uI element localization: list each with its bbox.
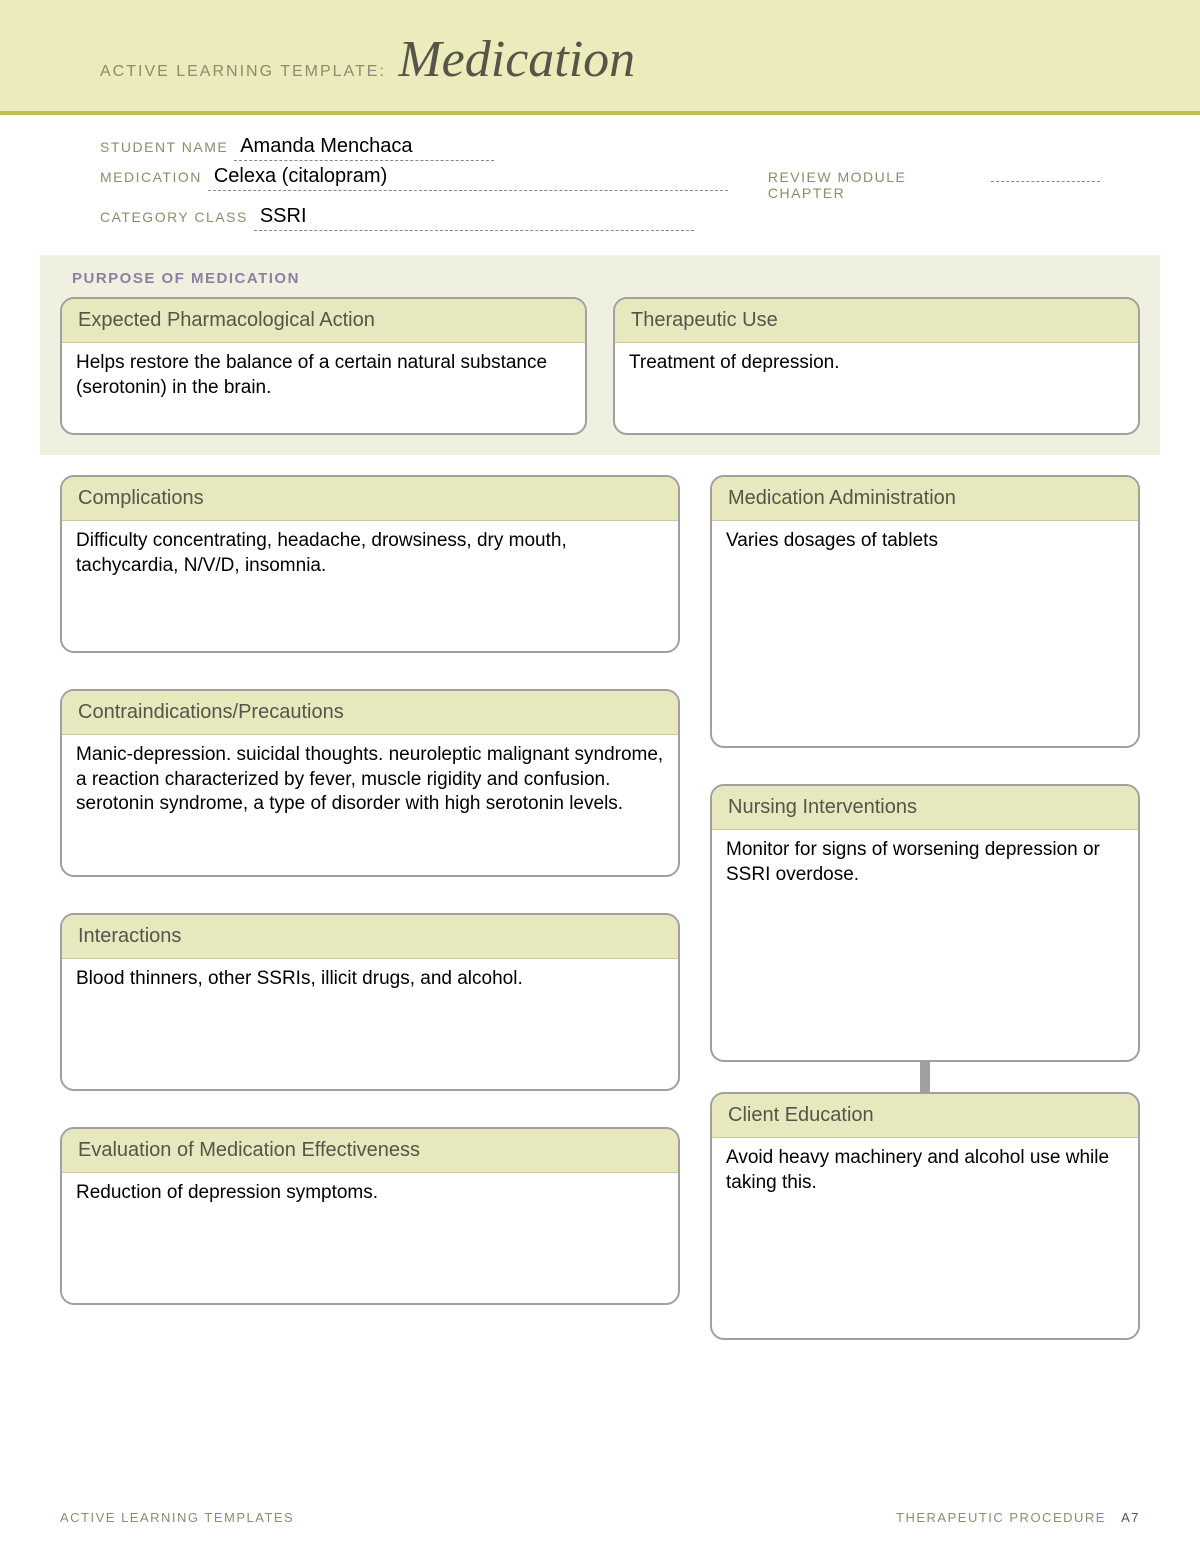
- review-module-label: REVIEW MODULE CHAPTER: [768, 169, 987, 201]
- box-complications-title: Complications: [62, 477, 678, 521]
- review-module-value: [991, 181, 1100, 182]
- template-title: Medication: [398, 30, 635, 89]
- box-therapeutic-use: Therapeutic Use Treatment of depression.: [613, 297, 1140, 435]
- box-interactions-title: Interactions: [62, 915, 678, 959]
- spacer: [710, 748, 1140, 784]
- meta-row-student: STUDENT NAME Amanda Menchaca: [100, 135, 1100, 161]
- box-pharm-action: Expected Pharmacological Action Helps re…: [60, 297, 587, 435]
- template-prefix: ACTIVE LEARNING TEMPLATE:: [100, 63, 386, 81]
- box-complications-body: Difficulty concentrating, headache, drow…: [62, 521, 678, 651]
- box-therapeutic-use-body: Treatment of depression.: [615, 343, 1138, 433]
- box-client-education-title: Client Education: [712, 1094, 1138, 1138]
- box-administration: Medication Administration Varies dosages…: [710, 475, 1140, 748]
- footer-right: THERAPEUTIC PROCEDURE A7: [896, 1510, 1140, 1525]
- category-class-value: SSRI: [254, 205, 694, 231]
- column-left: Complications Difficulty concentrating, …: [60, 475, 680, 1340]
- box-nursing-title: Nursing Interventions: [712, 786, 1138, 830]
- connector-line: [920, 1062, 930, 1092]
- purpose-section: PURPOSE OF MEDICATION Expected Pharmacol…: [40, 255, 1160, 455]
- box-client-education-body: Avoid heavy machinery and alcohol use wh…: [712, 1138, 1138, 1338]
- box-interactions: Interactions Blood thinners, other SSRIs…: [60, 913, 680, 1091]
- purpose-section-label: PURPOSE OF MEDICATION: [72, 270, 1140, 287]
- box-contraindications-body: Manic-depression. suicidal thoughts. neu…: [62, 735, 678, 875]
- box-pharm-action-body: Helps restore the balance of a certain n…: [62, 343, 585, 433]
- content-grid: Complications Difficulty concentrating, …: [0, 455, 1200, 1340]
- box-interactions-body: Blood thinners, other SSRIs, illicit dru…: [62, 959, 678, 1089]
- meta-section: STUDENT NAME Amanda Menchaca MEDICATION …: [0, 115, 1200, 245]
- category-class-label: CATEGORY CLASS: [100, 209, 248, 225]
- meta-row-category: CATEGORY CLASS SSRI: [100, 205, 1100, 231]
- box-evaluation-title: Evaluation of Medication Effectiveness: [62, 1129, 678, 1173]
- footer-page: A7: [1121, 1510, 1140, 1525]
- header-band: ACTIVE LEARNING TEMPLATE: Medication: [0, 0, 1200, 115]
- box-therapeutic-use-title: Therapeutic Use: [615, 299, 1138, 343]
- box-administration-title: Medication Administration: [712, 477, 1138, 521]
- box-complications: Complications Difficulty concentrating, …: [60, 475, 680, 653]
- medication-label: MEDICATION: [100, 169, 202, 185]
- student-name-value: Amanda Menchaca: [234, 135, 494, 161]
- meta-row-medication: MEDICATION Celexa (citalopram) REVIEW MO…: [100, 165, 1100, 201]
- box-evaluation-body: Reduction of depression symptoms.: [62, 1173, 678, 1303]
- box-administration-body: Varies dosages of tablets: [712, 521, 1138, 746]
- box-client-education: Client Education Avoid heavy machinery a…: [710, 1092, 1140, 1340]
- footer-left: ACTIVE LEARNING TEMPLATES: [60, 1510, 294, 1525]
- student-name-label: STUDENT NAME: [100, 139, 228, 155]
- box-pharm-action-title: Expected Pharmacological Action: [62, 299, 585, 343]
- medication-value: Celexa (citalopram): [208, 165, 728, 191]
- box-contraindications: Contraindications/Precautions Manic-depr…: [60, 689, 680, 877]
- footer: ACTIVE LEARNING TEMPLATES THERAPEUTIC PR…: [60, 1510, 1140, 1525]
- footer-right-text: THERAPEUTIC PROCEDURE: [896, 1510, 1106, 1525]
- column-right: Medication Administration Varies dosages…: [710, 475, 1140, 1340]
- box-nursing-body: Monitor for signs of worsening depressio…: [712, 830, 1138, 1060]
- box-nursing-interventions: Nursing Interventions Monitor for signs …: [710, 784, 1140, 1062]
- box-contraindications-title: Contraindications/Precautions: [62, 691, 678, 735]
- box-evaluation: Evaluation of Medication Effectiveness R…: [60, 1127, 680, 1305]
